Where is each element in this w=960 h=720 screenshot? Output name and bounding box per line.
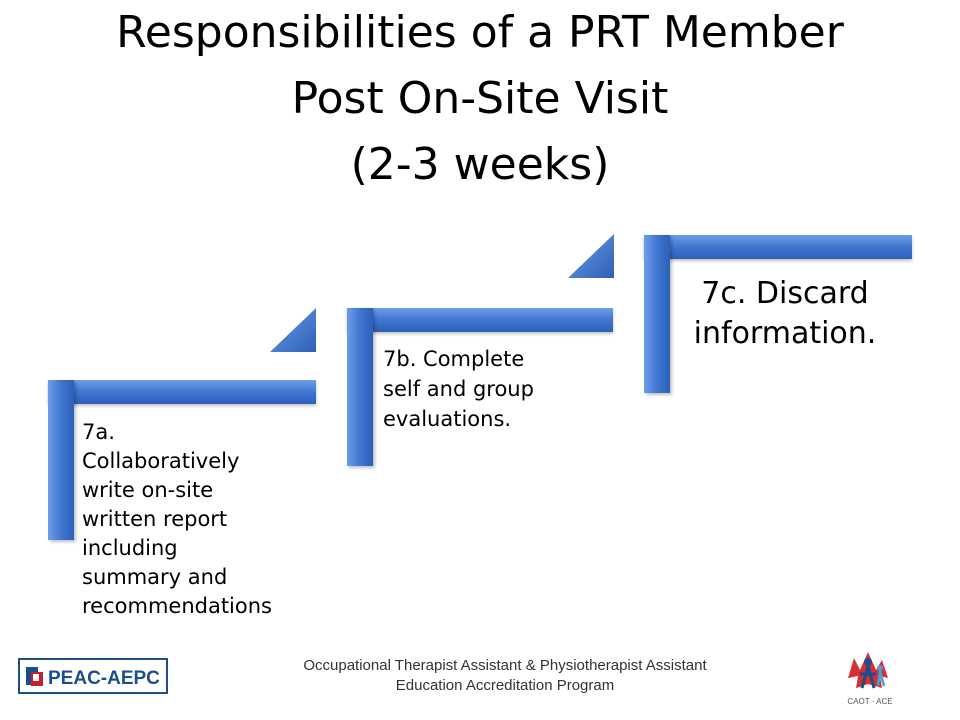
title-line-3: (2-3 weeks) xyxy=(350,139,610,190)
step-7a-line: written report xyxy=(82,507,228,531)
title-line-1: Responsibilities of a PRT Member xyxy=(116,7,844,58)
footer-line-2: Education Accreditation Program xyxy=(395,677,615,694)
step-7a-text: 7a. Collaboratively write on-site writte… xyxy=(82,418,272,621)
caot-ace-logo-text: CAOT · ACE xyxy=(847,697,892,706)
step-7a-line: 7a. xyxy=(82,420,115,444)
step-7b-line: 7b. Complete xyxy=(383,347,525,371)
step-7a-line: recommendations xyxy=(82,594,272,618)
step-7b-top-bar xyxy=(347,308,613,332)
slide-title: Responsibilities of a PRT Member Post On… xyxy=(0,0,960,198)
step-7a-left-bar xyxy=(48,380,74,540)
step-7a-line: summary and xyxy=(82,565,228,589)
peac-aepc-logo: PEAC-AEPC xyxy=(18,658,168,694)
title-line-2: Post On-Site Visit xyxy=(291,73,669,124)
step-7c-line: 7c. Discard xyxy=(701,276,869,311)
caot-ace-logo: CAOT · ACE xyxy=(838,648,902,710)
step-7b-text: 7b. Complete self and group evaluations. xyxy=(383,344,534,434)
step-7c-text: 7c. Discard information. xyxy=(674,274,896,354)
step-7c-line: information. xyxy=(693,316,877,351)
footer-program-name: Occupational Therapist Assistant & Physi… xyxy=(250,656,760,696)
step-7b-corner-arrow xyxy=(568,234,614,278)
step-7b-line: evaluations. xyxy=(383,407,512,431)
footer-line-1: Occupational Therapist Assistant & Physi… xyxy=(303,657,707,674)
peac-aepc-logo-text: PEAC-AEPC xyxy=(48,668,160,689)
peac-aepc-logo-mark: PEAC-AEPC xyxy=(26,667,160,689)
step-7b-left-bar xyxy=(347,308,373,466)
caot-ace-logo-mark: CAOT · ACE xyxy=(847,652,893,706)
step-7a-line: write on-site xyxy=(82,478,214,502)
step-7c-left-bar xyxy=(644,235,670,393)
step-7a-line: Collaboratively xyxy=(82,449,240,473)
step-7b-line: self and group xyxy=(383,377,534,401)
step-7c-top-bar xyxy=(644,235,912,259)
step-7a-line: including xyxy=(82,536,178,560)
step-7a-corner-arrow xyxy=(270,308,316,352)
step-7a-top-bar xyxy=(48,380,316,404)
